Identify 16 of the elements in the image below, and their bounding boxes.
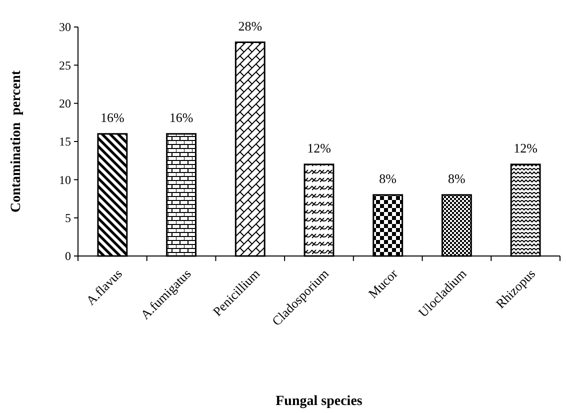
data-label: 8% — [379, 170, 397, 186]
y-axis-title: Contamination percent — [9, 70, 24, 213]
data-label: 8% — [448, 170, 466, 186]
data-label: 16% — [169, 110, 194, 125]
y-tick-label: 20 — [59, 96, 71, 111]
y-tick-label: 30 — [59, 20, 71, 34]
y-tick-label: 5 — [65, 211, 71, 226]
data-label: 12% — [514, 140, 538, 156]
y-tick-label: 15 — [59, 134, 71, 149]
x-axis-title: Fungal species — [276, 394, 363, 409]
y-tick-label: 25 — [59, 58, 71, 72]
data-label: 16% — [100, 110, 125, 125]
y-tick-label: 0 — [65, 249, 71, 264]
data-label: 12% — [307, 140, 332, 156]
y-tick-label: 10 — [59, 172, 71, 187]
data-label: 28% — [238, 18, 262, 34]
